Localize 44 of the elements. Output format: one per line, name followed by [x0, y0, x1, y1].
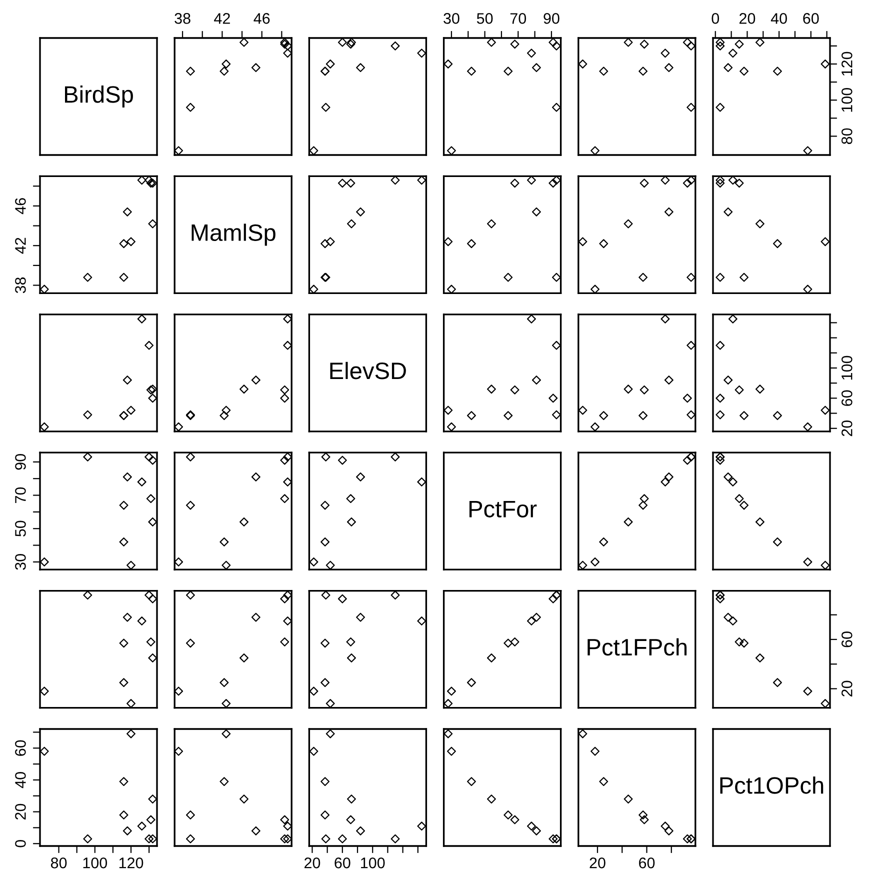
y-tick-label: 60 [15, 740, 26, 756]
y-tick-label: 30 [15, 554, 26, 570]
y-tick-label: 60 [842, 390, 852, 406]
x-tick-label: 90 [544, 13, 560, 24]
x-tick-label: 100 [83, 858, 108, 868]
text: PctFor [469, 500, 537, 518]
x-tick-label: 30 [444, 13, 460, 24]
x-tick-label: 20 [590, 858, 606, 868]
y-tick-label: 20 [842, 420, 852, 436]
x-tick-label: 38 [174, 13, 190, 24]
y-tick-label: 38 [15, 277, 26, 294]
x-tick-label: 80 [50, 858, 67, 868]
text: Pct1OPch [720, 776, 824, 794]
text: BirdSp [65, 85, 133, 108]
x-tick-label: 42 [214, 13, 230, 24]
x-tick-label: 46 [254, 13, 270, 24]
x-tick-label: 60 [803, 13, 819, 24]
y-tick-label: 70 [15, 487, 26, 503]
text: MamlSp [192, 224, 276, 246]
x-tick-label: 50 [476, 13, 493, 24]
x-tick-label: 120 [119, 858, 144, 868]
y-tick-label: 90 [15, 454, 26, 470]
y-tick-label: 80 [842, 128, 852, 144]
y-tick-label: 60 [842, 632, 852, 648]
y-tick-label: 46 [15, 198, 26, 214]
y-tick-label: 20 [842, 680, 852, 696]
y-tick-label: 20 [15, 804, 26, 820]
y-tick-label: 50 [15, 520, 26, 536]
x-tick-label: 70 [510, 13, 526, 24]
y-tick-label: 120 [842, 52, 852, 76]
y-tick-label: 40 [15, 772, 26, 788]
x-tick-label: 20 [304, 858, 320, 868]
y-tick-label: 0 [15, 840, 26, 848]
y-tick-label: 42 [15, 238, 26, 254]
x-tick-label: 60 [334, 858, 350, 868]
y-tick-label: 100 [842, 356, 852, 380]
x-tick-label: 40 [770, 13, 787, 24]
x-tick-label: 20 [739, 13, 756, 24]
text: ElevSD [330, 362, 406, 380]
x-tick-label: 60 [639, 858, 655, 868]
text: Pct1FPch [588, 638, 687, 656]
x-tick-label: 100 [361, 858, 385, 868]
x-tick-label: 0 [712, 13, 720, 24]
y-tick-label: 100 [842, 88, 852, 112]
